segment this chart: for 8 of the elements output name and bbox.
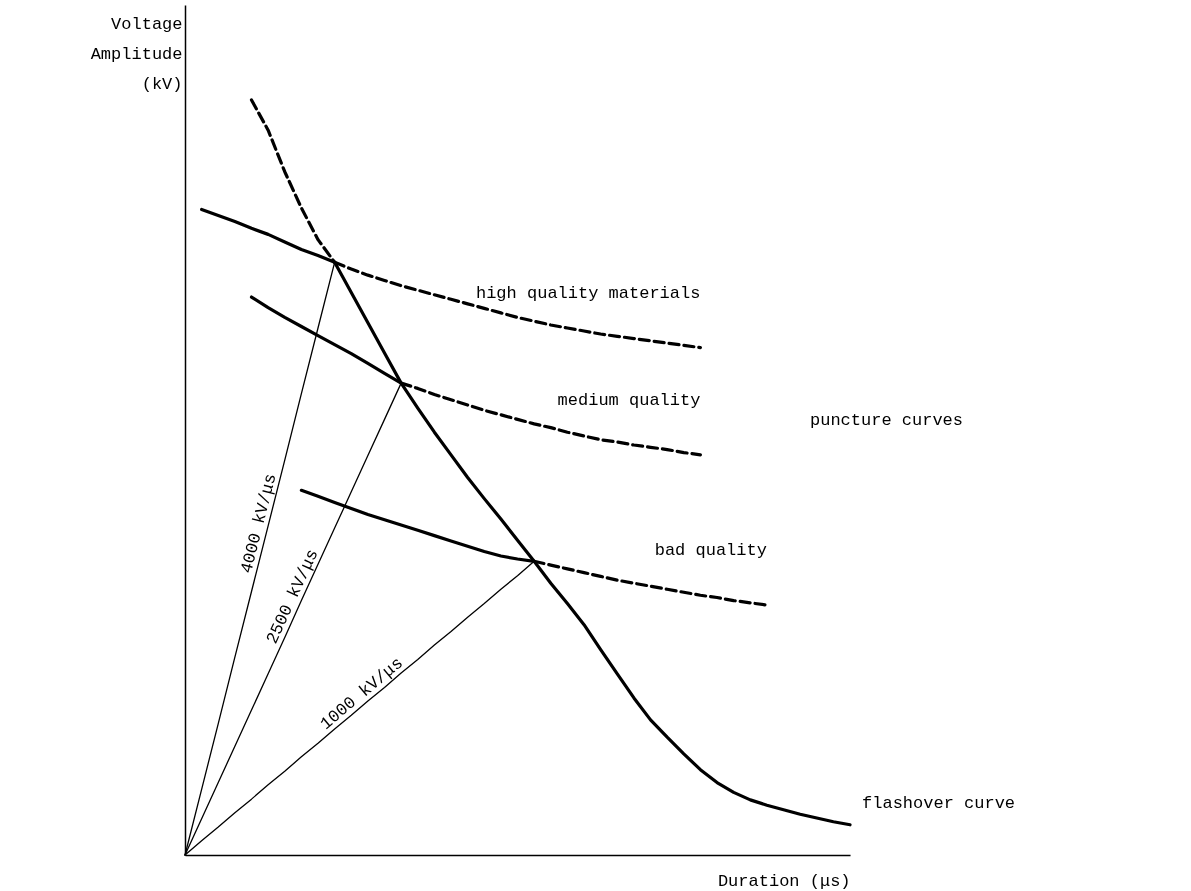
annotation: puncture curves (810, 411, 964, 430)
text: 4000 kV/μs (237, 471, 281, 576)
series-label: bad quality (654, 541, 767, 561)
series-label: medium quality (557, 390, 701, 410)
y-axis-title: Voltage Amplitude (kV) (90, 14, 183, 94)
x-axis-title: Duration (μs) (717, 871, 851, 891)
series-label: flashover curve (862, 793, 1016, 813)
series-label: high quality materials (475, 283, 701, 303)
